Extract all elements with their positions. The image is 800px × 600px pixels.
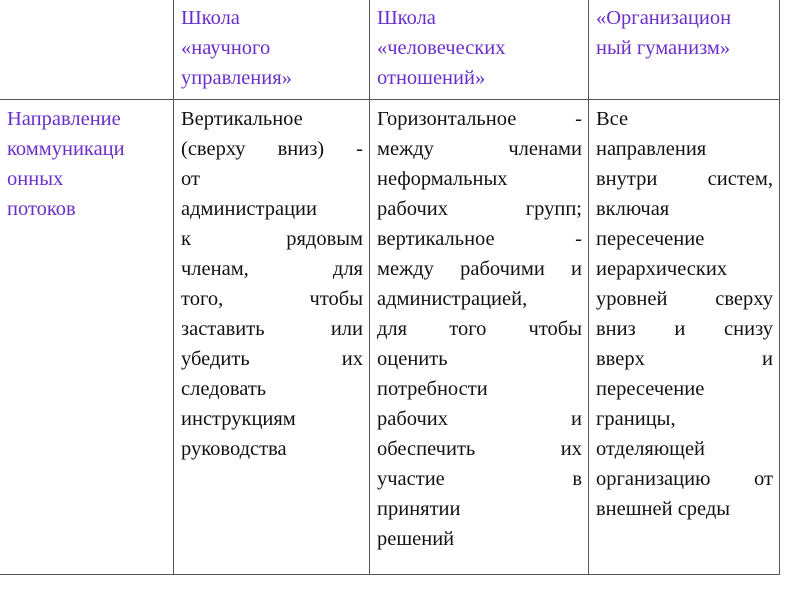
text-line: организацию от bbox=[596, 468, 773, 490]
text-line: онных bbox=[7, 168, 64, 190]
text-line: направления bbox=[596, 138, 707, 160]
text-line: (сверху вниз) - bbox=[181, 138, 363, 160]
text-line: к рядовым bbox=[181, 228, 363, 250]
text-line: членам, для bbox=[181, 258, 363, 280]
text-line: Все bbox=[596, 108, 629, 130]
header-row: Школа «научного управления» Школа «человече… bbox=[0, 0, 780, 100]
text-line: Школа bbox=[377, 7, 436, 29]
text-line: между рабочими и bbox=[377, 258, 582, 280]
text-line: вертикальное - bbox=[377, 228, 582, 250]
text-line: решений bbox=[377, 528, 455, 550]
text-line: следовать bbox=[181, 378, 267, 400]
text-line: руководства bbox=[181, 438, 287, 460]
text-line: границы, bbox=[596, 408, 676, 430]
text-line: участие в bbox=[377, 468, 582, 490]
text-line: для того чтобы bbox=[377, 318, 582, 340]
text-line: отделяющей bbox=[596, 438, 706, 460]
comparison-table: Школа «научного управления» Школа «человече… bbox=[0, 0, 780, 575]
text-line: пересечение bbox=[596, 228, 705, 250]
text-line: «человеческих bbox=[377, 37, 506, 59]
text-line: неформальных bbox=[377, 168, 508, 190]
text-line: Направление bbox=[7, 108, 121, 130]
cell-organizational-humanism: Все направления внутри систем, включая перес… bbox=[588, 99, 780, 575]
text-line: потребности bbox=[377, 378, 488, 400]
text-line: заставить или bbox=[181, 318, 363, 340]
header-cell-organizational-humanism: «Организацион ный гуманизм» bbox=[588, 0, 780, 100]
text-line: того, чтобы bbox=[181, 288, 363, 310]
text-line: между членами bbox=[377, 138, 582, 160]
text-line: Горизонтальное - bbox=[377, 108, 582, 130]
text-line: включая bbox=[596, 198, 670, 220]
text-line: «научного bbox=[181, 37, 271, 59]
text-line: Вертикальное bbox=[181, 108, 303, 130]
text-line: внешней среды bbox=[596, 498, 731, 520]
text-line: внутри систем, bbox=[596, 168, 773, 190]
text-line: от bbox=[181, 168, 200, 190]
header-cell-human-relations: Школа «человеческих отношений» bbox=[369, 0, 589, 100]
cell-human-relations: Горизонтальное - между членами неформальны… bbox=[369, 99, 589, 575]
row-header-communication-direction: Направление коммуникаци онных потоков bbox=[0, 99, 174, 575]
text-line: оценить bbox=[377, 348, 448, 370]
text-line: инструкциям bbox=[181, 408, 296, 430]
text-line: убедить их bbox=[181, 348, 363, 370]
text-line: иерархических bbox=[596, 258, 728, 280]
text-line: администрации bbox=[181, 198, 317, 220]
text-line: рабочих групп; bbox=[377, 198, 582, 220]
text-line: отношений» bbox=[377, 67, 486, 89]
text-line: «Организацион bbox=[596, 7, 732, 29]
text-line: коммуникаци bbox=[7, 138, 125, 160]
text-line: уровней сверху bbox=[596, 288, 773, 310]
text-line: ный гуманизм» bbox=[596, 37, 731, 59]
text-line: вверх и bbox=[596, 348, 773, 370]
text-line: принятии bbox=[377, 498, 461, 520]
table-row: Направление коммуникаци онных потоков Верти… bbox=[0, 99, 780, 575]
text-line: управления» bbox=[181, 67, 292, 89]
header-cell-empty bbox=[0, 0, 174, 100]
text-line: Школа bbox=[181, 7, 240, 29]
cell-scientific-management: Вертикальное (сверху вниз) - от администрац… bbox=[173, 99, 370, 575]
text-line: администрацией, bbox=[377, 288, 528, 310]
text-line: потоков bbox=[7, 198, 76, 220]
text-line: вниз и снизу bbox=[596, 318, 773, 340]
header-cell-scientific-management: Школа «научного управления» bbox=[173, 0, 370, 100]
text-line: пересечение bbox=[596, 378, 705, 400]
text-line: обеспечить их bbox=[377, 438, 582, 460]
text-line: рабочих и bbox=[377, 408, 582, 430]
